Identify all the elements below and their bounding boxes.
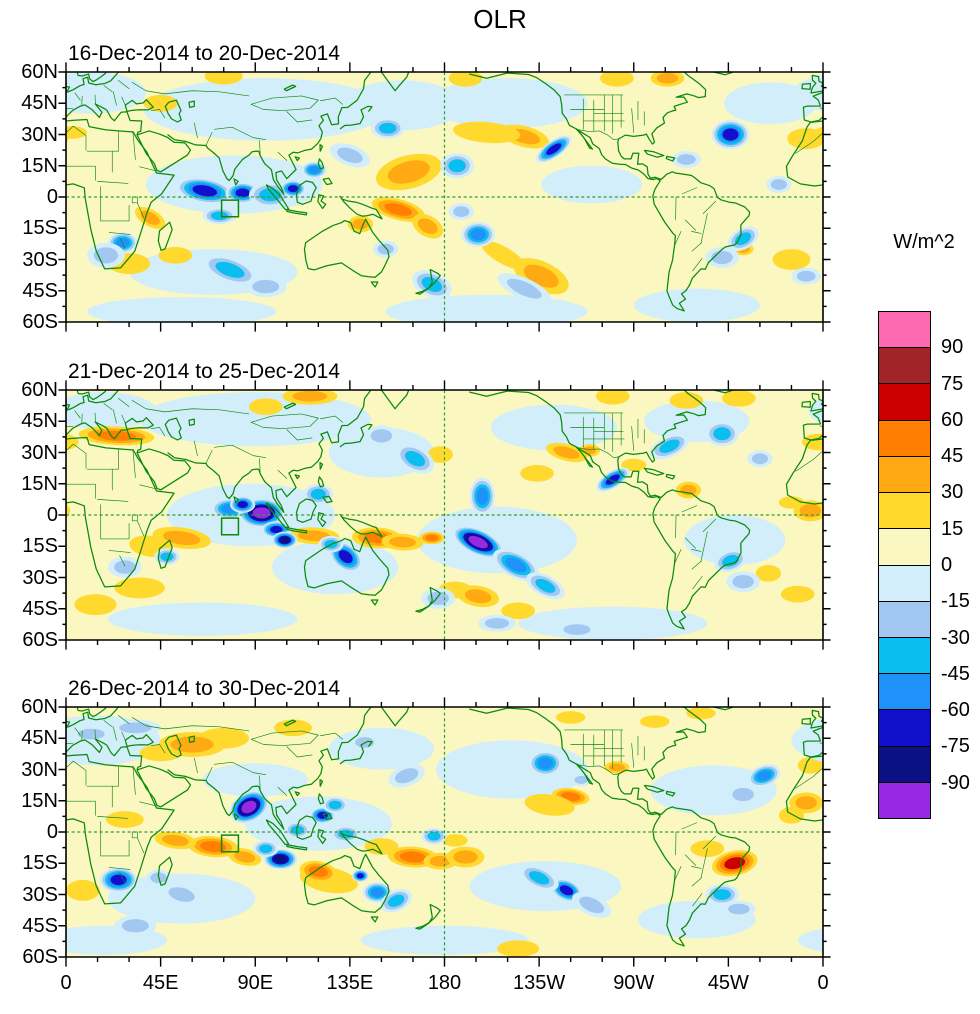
lat-tick-label: 15N <box>21 472 58 495</box>
lat-tick-label: 30S <box>22 883 58 906</box>
colorbar-units-label: W/m^2 <box>893 231 955 253</box>
colorbar-tick-label: -90 <box>941 771 970 794</box>
colorbar-tick-label: 45 <box>941 445 964 468</box>
map-fill-layer <box>66 390 823 640</box>
colorbar-tick-label: -75 <box>941 735 970 758</box>
lon-tick-label: 135W <box>513 972 566 994</box>
lat-tick-label: 45S <box>22 279 58 302</box>
colorbar-tick-label: 90 <box>941 336 964 359</box>
colorbar-segment <box>879 601 930 638</box>
lat-tick-label: 15S <box>22 535 58 558</box>
lon-tick-label: 180 <box>427 972 462 994</box>
lat-tick-label: 30S <box>22 566 58 589</box>
axis-ticks <box>58 697 830 966</box>
lat-tick-label: 0 <box>46 504 58 526</box>
map-panel-3 <box>66 707 823 957</box>
axis-ticks <box>58 62 830 331</box>
lat-tick-label: 0 <box>46 186 58 208</box>
lat-tick-label: 30N <box>21 123 58 146</box>
colorbar-tick-label: 0 <box>941 554 953 576</box>
map-fill-layer <box>66 707 823 957</box>
map-panel-1 <box>66 72 823 322</box>
lat-tick-label: 60S <box>22 311 58 333</box>
lon-tick-label: 45E <box>142 972 179 994</box>
colorbar-tick-label: -45 <box>941 662 970 685</box>
lat-tick-label: 60N <box>21 696 58 718</box>
lon-tick-label: 45W <box>707 972 749 994</box>
lat-tick-label: 60N <box>21 379 58 401</box>
colorbar-tick-label: 15 <box>941 517 964 540</box>
lat-tick-label: 30S <box>22 248 58 271</box>
lat-tick-label: 60S <box>22 629 58 651</box>
map-panel-2 <box>66 390 823 640</box>
lat-tick-label: 30N <box>21 758 58 781</box>
colorbar-segment <box>879 674 930 711</box>
colorbar-segment <box>879 746 930 783</box>
lat-tick-label: 0 <box>46 821 58 843</box>
colorbar-tick-label: 75 <box>941 372 964 395</box>
colorbar-segment <box>879 493 930 530</box>
lat-tick-label: 60N <box>21 61 58 83</box>
reference-region-box <box>222 835 239 852</box>
lat-tick-label: 45N <box>21 410 58 433</box>
colorbar-segment <box>879 710 930 747</box>
colorbar-tick-label: -60 <box>941 699 970 722</box>
colorbar-segment <box>879 782 930 819</box>
colorbar <box>878 311 931 819</box>
colorbar-tick-label: -30 <box>941 626 970 649</box>
colorbar-segment <box>879 384 930 421</box>
colorbar-tick-label: 30 <box>941 481 964 504</box>
colorbar-tick-label: 60 <box>941 408 964 431</box>
colorbar-tick-label: -15 <box>941 590 970 613</box>
map-fill-layer <box>66 72 823 322</box>
lon-tick-label: 135E <box>326 972 374 994</box>
panel-1-title: 16-Dec-2014 to 20-Dec-2014 <box>68 42 340 65</box>
colorbar-segment <box>879 529 930 566</box>
lon-tick-label: 0 <box>60 972 72 994</box>
colorbar-segment <box>879 312 930 349</box>
axis-ticks <box>58 380 830 649</box>
lon-tick-label: 90W <box>613 972 655 994</box>
figure-title: OLR <box>473 4 527 34</box>
lat-tick-label: 30N <box>21 441 58 464</box>
panel-3-title: 26-Dec-2014 to 30-Dec-2014 <box>68 677 340 700</box>
lon-tick-label: 90E <box>237 972 274 994</box>
colorbar-segment <box>879 456 930 494</box>
reference-region-box <box>222 200 239 217</box>
colorbar-segment <box>879 565 930 602</box>
reference-region-box <box>222 518 239 535</box>
lat-tick-label: 15N <box>21 154 58 177</box>
panel-2-title: 21-Dec-2014 to 25-Dec-2014 <box>68 360 340 383</box>
lat-tick-label: 60S <box>22 946 58 968</box>
colorbar-segment <box>879 348 930 385</box>
lat-tick-label: 45N <box>21 727 58 750</box>
lat-tick-label: 15S <box>22 217 58 240</box>
lat-tick-label: 45S <box>22 914 58 937</box>
lon-tick-label: 0 <box>817 972 829 994</box>
colorbar-segment <box>879 420 930 457</box>
colorbar-segment <box>879 637 930 675</box>
lat-tick-label: 45S <box>22 597 58 620</box>
lat-tick-label: 15S <box>22 852 58 875</box>
lat-tick-label: 45N <box>21 92 58 115</box>
lat-tick-label: 15N <box>21 789 58 812</box>
